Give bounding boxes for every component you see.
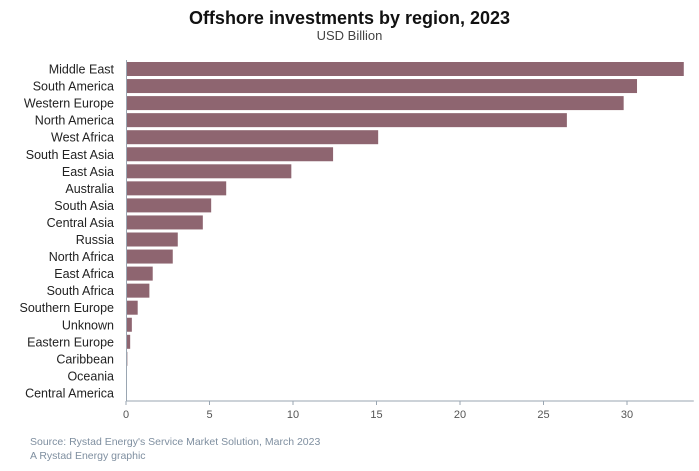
x-tick-label: 15 [370, 409, 382, 421]
credit-text: A Rystad Energy graphic [30, 450, 146, 462]
category-label: Middle East [49, 63, 115, 77]
category-label: Eastern Europe [27, 335, 114, 349]
category-label: Western Europe [24, 97, 114, 111]
bar-chart: Middle East South America Western Europe No… [19, 60, 694, 421]
bar-unknown [126, 317, 132, 332]
category-label: Central America [25, 386, 114, 400]
category-label: Australia [65, 182, 114, 196]
category-label: Southern Europe [19, 301, 114, 315]
category-label: North Africa [49, 250, 114, 264]
bar-southern-europe [126, 300, 138, 315]
chart-title: Offshore investments by region, 2023 [188, 8, 511, 28]
bar-north-africa [126, 249, 173, 264]
category-label: Russia [76, 233, 114, 247]
bar-south-america [126, 79, 638, 94]
bar-australia [126, 181, 227, 196]
bar-east-africa [126, 266, 153, 281]
x-tick-label: 30 [621, 409, 633, 421]
chart-subtitle: USD Billion [316, 28, 383, 43]
category-label: East Africa [54, 267, 114, 281]
x-tick-label: 5 [206, 409, 212, 421]
x-tick-label: 0 [123, 409, 129, 421]
bar-south-east-asia [126, 147, 334, 162]
source-note: Source: Rystad Energy's Service Market S… [30, 435, 320, 463]
bar-western-europe [126, 96, 624, 111]
category-label: Central Asia [47, 216, 114, 230]
x-tick-label: 25 [537, 409, 549, 421]
bar-south-asia [126, 198, 212, 213]
bar-central-asia [126, 215, 203, 230]
bar-west-africa [126, 130, 379, 145]
bar-middle-east [126, 62, 684, 76]
bar-russia [126, 232, 178, 247]
category-label: South East Asia [26, 148, 114, 162]
bar-south-africa [126, 283, 150, 298]
bar-north-america [126, 113, 567, 128]
category-label: North America [35, 114, 114, 128]
x-tick-label: 10 [287, 409, 299, 421]
category-label: South Asia [54, 199, 114, 213]
category-label: East Asia [62, 165, 114, 179]
category-label: West Africa [51, 131, 114, 145]
category-label: Unknown [62, 318, 114, 332]
category-label: Oceania [67, 369, 114, 383]
category-label: South Africa [47, 284, 114, 298]
category-label: Caribbean [56, 352, 114, 366]
category-label: South America [33, 80, 114, 94]
source-text: Source: Rystad Energy's Service Market S… [30, 436, 321, 448]
bar-east-asia [126, 164, 292, 179]
x-tick-label: 20 [454, 409, 466, 421]
bar-eastern-europe [126, 334, 131, 349]
